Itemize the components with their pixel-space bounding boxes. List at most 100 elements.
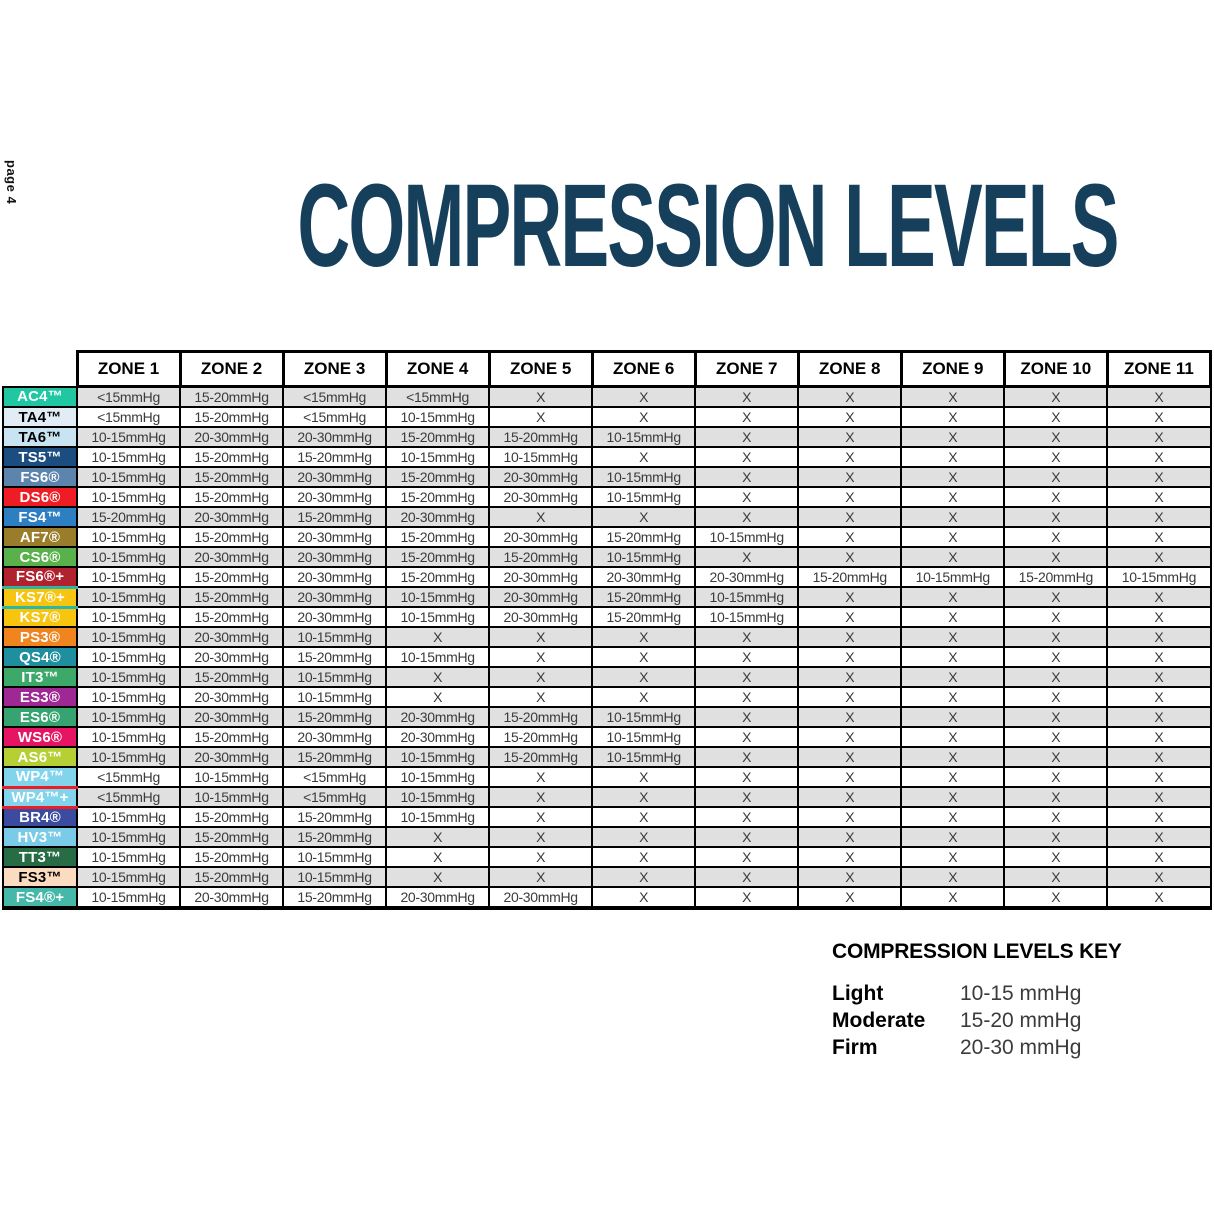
- value-KS7+-zone-7: 10-15mmHg: [694, 586, 800, 608]
- value-QS4-zone-6: X: [591, 646, 697, 668]
- value-CS6-zone-8: X: [797, 546, 903, 568]
- value-PS3-zone-3: 10-15mmHg: [282, 626, 388, 648]
- zone-header-9: ZONE 9: [899, 350, 1006, 388]
- value-TT3-zone-8: X: [797, 846, 903, 868]
- value-TA6-zone-3: 20-30mmHg: [282, 426, 388, 448]
- zone-header-11: ZONE 11: [1105, 350, 1213, 388]
- value-AF7-zone-5: 20-30mmHg: [488, 526, 594, 548]
- product-label-IT3: IT3™: [2, 666, 78, 688]
- value-FS3-zone-7: X: [694, 866, 800, 888]
- zone-header-8: ZONE 8: [796, 350, 903, 388]
- value-ES3-zone-8: X: [797, 686, 903, 708]
- value-TS5-zone-2: 15-20mmHg: [179, 446, 285, 468]
- value-WP4+-zone-2: 10-15mmHg: [179, 786, 285, 808]
- value-FS4-zone-2: 20-30mmHg: [179, 506, 285, 528]
- value-TS5-zone-10: X: [1003, 446, 1109, 468]
- value-AS6-zone-11: X: [1106, 746, 1212, 768]
- value-WP4+-zone-5: X: [488, 786, 594, 808]
- value-IT3-zone-6: X: [591, 666, 697, 688]
- value-ES3-zone-9: X: [900, 686, 1006, 708]
- key-entry-label: Firm: [832, 1036, 878, 1059]
- value-TS5-zone-3: 15-20mmHg: [282, 446, 388, 468]
- value-PS3-zone-7: X: [694, 626, 800, 648]
- zone-header-10: ZONE 10: [1002, 350, 1109, 388]
- value-AC4-zone-6: X: [591, 385, 697, 408]
- value-WS6-zone-7: X: [694, 726, 800, 748]
- value-WP4-zone-7: X: [694, 766, 800, 788]
- value-KS7-zone-5: 20-30mmHg: [488, 606, 594, 628]
- product-row-KS7: KS7® 10-15mmHg 15-20mmHg 20-30mmHg 10-15mmHg…: [2, 606, 1212, 628]
- product-label-TA4: TA4™: [2, 406, 78, 428]
- value-DS6-zone-11: X: [1106, 486, 1212, 508]
- value-TA4-zone-7: X: [694, 406, 800, 428]
- value-BR4-zone-10: X: [1003, 806, 1109, 828]
- value-TA4-zone-8: X: [797, 406, 903, 428]
- value-FS6-zone-11: X: [1106, 466, 1212, 488]
- product-label-DS6: DS6®: [2, 486, 78, 508]
- value-WS6-zone-11: X: [1106, 726, 1212, 748]
- value-ES6-zone-9: X: [900, 706, 1006, 728]
- value-WP4+-zone-6: X: [591, 786, 697, 808]
- value-FS6-zone-2: 15-20mmHg: [179, 466, 285, 488]
- value-ES3-zone-10: X: [1003, 686, 1109, 708]
- value-FS6-zone-8: X: [797, 466, 903, 488]
- value-TS5-zone-6: X: [591, 446, 697, 468]
- product-label-KS7+: KS7®+: [2, 585, 78, 609]
- value-HV3-zone-8: X: [797, 826, 903, 848]
- value-FS3-zone-2: 15-20mmHg: [179, 866, 285, 888]
- value-FS3-zone-3: 10-15mmHg: [282, 866, 388, 888]
- value-FS4+-zone-3: 15-20mmHg: [282, 886, 388, 910]
- compression-levels-table: ZONE 1 ZONE 2 ZONE 3 ZONE 4 ZONE 5 ZONE 6 ZONE…: [2, 350, 1213, 910]
- key-entry-label: Light: [832, 982, 884, 1005]
- value-ES6-zone-5: 15-20mmHg: [488, 706, 594, 728]
- zone-header-3: ZONE 3: [281, 350, 388, 388]
- value-QS4-zone-10: X: [1003, 646, 1109, 668]
- value-FS6-zone-5: 20-30mmHg: [488, 466, 594, 488]
- value-FS6-zone-3: 20-30mmHg: [282, 466, 388, 488]
- value-KS7+-zone-3: 20-30mmHg: [282, 586, 388, 608]
- value-TA4-zone-5: X: [488, 406, 594, 428]
- value-ES3-zone-3: 10-15mmHg: [282, 686, 388, 708]
- product-row-WP4: WP4™ <15mmHg 10-15mmHg <15mmHg 10-15mmHg X X X X…: [2, 766, 1212, 788]
- value-AC4-zone-1: <15mmHg: [75, 385, 182, 408]
- value-IT3-zone-4: X: [385, 666, 491, 688]
- value-DS6-zone-10: X: [1003, 486, 1109, 508]
- value-BR4-zone-9: X: [900, 806, 1006, 828]
- product-row-FS4+: FS4®+ 10-15mmHg 20-30mmHg 15-20mmHg 20-30mmH…: [2, 886, 1212, 910]
- value-AC4-zone-4: <15mmHg: [385, 385, 491, 408]
- value-FS6+-zone-11: 10-15mmHg: [1106, 566, 1212, 588]
- value-ES3-zone-4: X: [385, 686, 491, 708]
- key-entry-value: 15-20 mmHg: [960, 1009, 1082, 1032]
- product-row-FS6: FS6® 10-15mmHg 15-20mmHg 20-30mmHg 15-20mmHg…: [2, 466, 1212, 488]
- value-AC4-zone-8: X: [797, 385, 903, 408]
- value-AF7-zone-10: X: [1003, 526, 1109, 548]
- value-IT3-zone-3: 10-15mmHg: [282, 666, 388, 688]
- value-KS7-zone-10: X: [1003, 606, 1109, 628]
- value-FS6+-zone-4: 15-20mmHg: [385, 566, 491, 588]
- product-row-HV3: HV3™ 10-15mmHg 15-20mmHg 15-20mmHg X X X X X X X X: [2, 826, 1212, 848]
- value-AC4-zone-10: X: [1003, 385, 1109, 408]
- value-PS3-zone-1: 10-15mmHg: [75, 626, 182, 648]
- value-WP4-zone-3: <15mmHg: [282, 766, 388, 788]
- value-ES6-zone-4: 20-30mmHg: [385, 706, 491, 728]
- value-FS4-zone-11: X: [1106, 506, 1212, 528]
- product-label-AC4: AC4™: [2, 385, 78, 408]
- value-DS6-zone-3: 20-30mmHg: [282, 486, 388, 508]
- value-WS6-zone-6: 10-15mmHg: [591, 726, 697, 748]
- value-FS4-zone-8: X: [797, 506, 903, 528]
- product-row-CS6: CS6® 10-15mmHg 20-30mmHg 20-30mmHg 15-20mmHg…: [2, 546, 1212, 568]
- value-TA4-zone-10: X: [1003, 406, 1109, 428]
- value-AC4-zone-7: X: [694, 385, 800, 408]
- product-row-DS6: DS6® 10-15mmHg 15-20mmHg 20-30mmHg 15-20mmHg…: [2, 486, 1212, 508]
- value-TA6-zone-10: X: [1003, 426, 1109, 448]
- value-KS7+-zone-8: X: [797, 586, 903, 608]
- value-AF7-zone-7: 10-15mmHg: [694, 526, 800, 548]
- value-FS3-zone-6: X: [591, 866, 697, 888]
- value-BR4-zone-1: 10-15mmHg: [75, 806, 182, 828]
- zone-header-row: ZONE 1 ZONE 2 ZONE 3 ZONE 4 ZONE 5 ZONE 6 ZONE…: [3, 350, 1213, 388]
- value-WP4-zone-5: X: [488, 766, 594, 788]
- value-TA6-zone-6: 10-15mmHg: [591, 426, 697, 448]
- value-WP4+-zone-10: X: [1003, 786, 1109, 808]
- value-FS4+-zone-2: 20-30mmHg: [179, 886, 285, 910]
- value-FS6-zone-6: 10-15mmHg: [591, 466, 697, 488]
